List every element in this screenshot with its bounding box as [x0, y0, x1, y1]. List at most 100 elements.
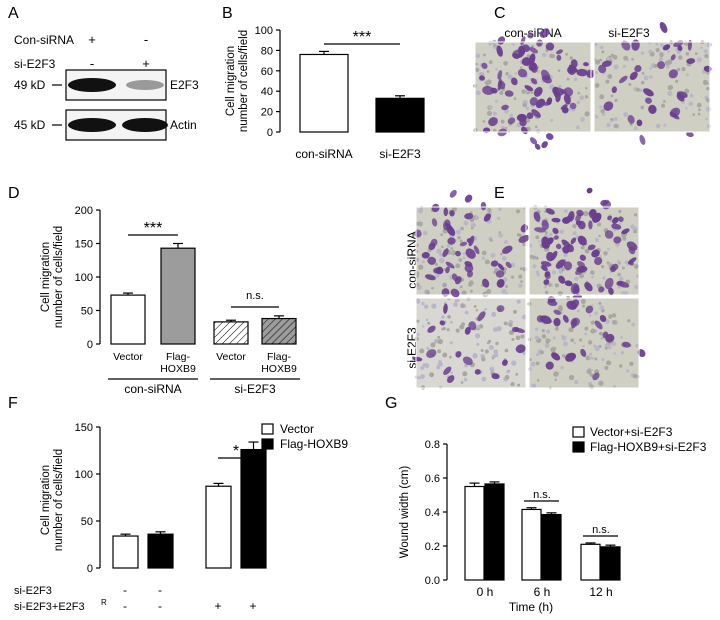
membrane-pore: [414, 243, 419, 248]
membrane-pore: [631, 57, 634, 61]
stained-cell: [553, 309, 561, 316]
membrane-pore: [435, 273, 440, 278]
stained-cell: [451, 273, 458, 282]
stained-cell: [565, 352, 577, 362]
chart-d-x-tick-label-line: Flag-: [267, 351, 291, 363]
membrane-pore: [678, 55, 683, 60]
chart-g-bar-vector: [464, 485, 485, 581]
membrane-pore: [665, 64, 670, 69]
chart-d-x-tick-label-line: HOXB9: [160, 363, 196, 375]
membrane-pore: [554, 378, 557, 382]
stained-cell: [526, 112, 534, 120]
membrane-pore: [550, 118, 554, 122]
membrane-pore: [593, 42, 598, 47]
stained-cell: [491, 373, 500, 380]
membrane-pore: [599, 105, 603, 109]
membrane-pore: [630, 224, 635, 230]
stained-cell: [455, 250, 461, 257]
membrane-pore: [622, 64, 626, 69]
membrane-pore: [595, 115, 599, 119]
blot-size-label: 45 kD: [14, 118, 46, 132]
panel-letter-d: D: [8, 185, 20, 202]
membrane-pore: [430, 342, 436, 348]
chart-d-x-tick-label: Vector: [216, 351, 246, 363]
chart-d-y-tick-label: 200: [75, 205, 93, 217]
stained-cell: [637, 349, 646, 358]
membrane-pore: [561, 354, 566, 358]
legend-label: Vector+si-E2F3: [590, 425, 673, 439]
stained-cell: [569, 102, 577, 110]
stained-cell: [598, 286, 605, 293]
membrane-pore: [590, 320, 595, 325]
membrane-pore: [601, 357, 605, 362]
membrane-pore: [579, 338, 583, 342]
stained-cell: [561, 239, 571, 248]
membrane-pore: [697, 112, 701, 116]
stained-cell: [602, 331, 609, 339]
membrane-pore: [504, 374, 510, 380]
membrane-pore: [441, 315, 445, 319]
membrane-pore: [493, 44, 496, 47]
membrane-pore: [474, 216, 478, 219]
membrane-pore: [536, 128, 541, 134]
chart-d-y-tick-label: 100: [75, 272, 93, 284]
stained-cell: [560, 104, 568, 110]
membrane-pore: [447, 314, 451, 319]
membrane-pore: [511, 360, 517, 366]
membrane-pore: [604, 319, 610, 324]
membrane-pore: [488, 344, 494, 351]
blot-row-mark: -: [144, 32, 148, 47]
stained-cell: [545, 42, 555, 51]
membrane-pore: [461, 322, 465, 327]
stained-cell: [577, 235, 587, 246]
membrane-pore: [617, 285, 622, 289]
stained-cell: [555, 259, 566, 269]
stained-cell: [604, 230, 614, 239]
chart-g-bar-hoxb9: [600, 546, 621, 581]
membrane-pore: [425, 318, 429, 322]
membrane-pore: [633, 264, 639, 269]
membrane-pore: [508, 322, 513, 327]
membrane-pore: [416, 332, 420, 336]
membrane-pore: [486, 70, 490, 73]
membrane-pore: [545, 338, 550, 343]
membrane-pore: [484, 80, 490, 86]
membrane-pore: [512, 43, 515, 46]
membrane-pore: [495, 341, 499, 346]
membrane-pore: [621, 266, 625, 270]
membrane-pore: [422, 363, 427, 368]
stained-cell: [428, 242, 436, 251]
chart-d-significance-label: ***: [144, 220, 163, 237]
stained-cell: [468, 235, 475, 247]
membrane-pore: [437, 361, 443, 367]
stained-cell: [564, 215, 573, 222]
stained-cell: [545, 133, 554, 140]
membrane-pore: [484, 307, 487, 311]
chart-g-y-tick-label: 0.8: [425, 439, 440, 451]
chart-d-y-tick-label: 150: [75, 239, 93, 251]
membrane-pore: [551, 270, 556, 275]
membrane-pore: [520, 280, 523, 283]
membrane-pore: [478, 324, 484, 329]
membrane-pore: [594, 82, 600, 88]
stained-cell: [497, 36, 506, 45]
membrane-pore: [588, 313, 592, 317]
stained-cell: [535, 98, 546, 109]
membrane-pore: [580, 117, 585, 122]
membrane-pore: [696, 57, 702, 63]
stained-cell: [643, 88, 654, 97]
membrane-pore: [639, 88, 643, 93]
membrane-pore: [463, 377, 468, 382]
membrane-pore: [498, 233, 503, 238]
membrane-pore: [437, 335, 441, 339]
condition-row-mark: -: [158, 583, 162, 597]
membrane-pore: [584, 111, 590, 117]
membrane-pore: [583, 210, 589, 217]
chart-d-x-tick-label-line: Vector: [216, 351, 246, 363]
stained-cell: [545, 361, 554, 370]
stained-cell: [412, 356, 423, 362]
chart-f-bar-hoxb9: [147, 533, 174, 569]
membrane-pore: [704, 54, 709, 59]
chart-g-y-tick-label: 0.6: [425, 473, 440, 485]
membrane-pore: [584, 332, 587, 336]
